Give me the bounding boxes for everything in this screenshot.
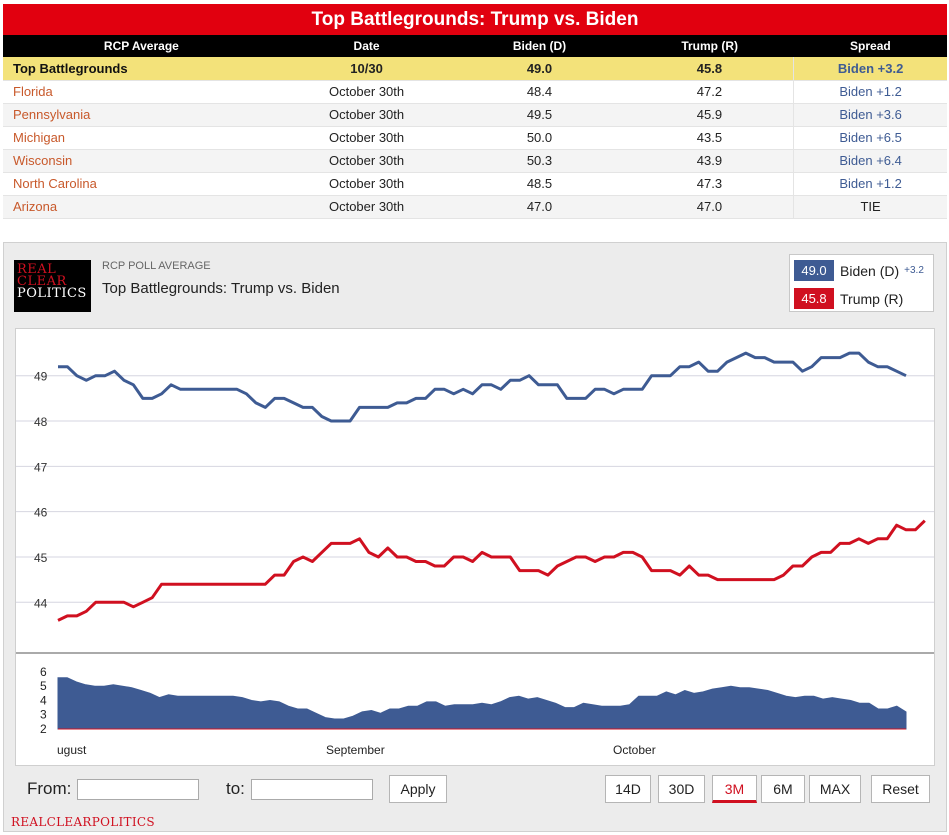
row-date: October 30th xyxy=(279,172,454,196)
chart-subtitle: RCP POLL AVERAGE xyxy=(102,260,211,272)
row-spread: TIE xyxy=(793,195,947,219)
state-link-florida[interactable]: Florida xyxy=(3,80,280,104)
table-row: Wisconsin October 30th 50.3 43.9 Biden +… xyxy=(3,149,947,173)
row-date: October 30th xyxy=(279,149,454,173)
col-header-biden: Biden (D) xyxy=(453,35,626,57)
row-date: October 30th xyxy=(279,103,454,127)
x-tick-label: October xyxy=(613,743,656,757)
logo-line-real: REAL xyxy=(17,262,57,277)
table-row: North Carolina October 30th 48.5 47.3 Bi… xyxy=(3,172,947,196)
legend-trump-label: Trump (R) xyxy=(840,290,904,307)
table-header-row: RCP Average Date Biden (D) Trump (R) Spr… xyxy=(3,35,947,57)
polling-table: Top Battlegrounds: Trump vs. Biden RCP A… xyxy=(3,4,947,219)
navigator-tick-label: 3 xyxy=(40,708,47,722)
legend-biden-spread: +3.2 xyxy=(904,265,924,276)
from-date-input[interactable] xyxy=(77,779,199,800)
row-biden: 48.4 xyxy=(453,80,626,104)
row-spread: Biden +1.2 xyxy=(793,172,947,196)
row-date: October 30th xyxy=(279,195,454,219)
table-row: Florida October 30th 48.4 47.2 Biden +1.… xyxy=(3,80,947,104)
row-date: October 30th xyxy=(279,80,454,104)
y-tick-label: 49 xyxy=(34,370,48,384)
y-tick-label: 47 xyxy=(34,460,48,474)
navigator-tick-label: 5 xyxy=(40,679,47,693)
table-row: Arizona October 30th 47.0 47.0 TIE xyxy=(3,195,947,219)
apply-button[interactable]: Apply xyxy=(389,775,447,803)
reset-button[interactable]: Reset xyxy=(871,775,930,803)
table-title: Top Battlegrounds: Trump vs. Biden xyxy=(3,4,947,35)
row-trump: 47.3 xyxy=(625,172,794,196)
legend-item-trump[interactable]: 45.8 Trump (R) xyxy=(794,288,903,309)
row-trump: 45.9 xyxy=(625,103,794,127)
range-max-button[interactable]: MAX xyxy=(809,775,861,803)
row-trump: 47.0 xyxy=(625,195,794,219)
row-trump: 43.9 xyxy=(625,149,794,173)
trump-series-line xyxy=(57,519,926,622)
legend-biden-label: Biden (D) xyxy=(840,262,900,279)
chart-title: Top Battlegrounds: Trump vs. Biden xyxy=(102,280,340,297)
polls-table: RCP Average Date Biden (D) Trump (R) Spr… xyxy=(3,35,947,219)
col-header-trump: Trump (R) xyxy=(625,35,794,57)
navigator-tick-label: 4 xyxy=(40,693,47,707)
to-date-input[interactable] xyxy=(251,779,373,800)
col-header-date: Date xyxy=(279,35,454,57)
state-link-north-carolina[interactable]: North Carolina xyxy=(3,172,280,196)
range-14d-button[interactable]: 14D xyxy=(605,775,651,803)
state-link-pennsylvania[interactable]: Pennsylvania xyxy=(3,103,280,127)
x-tick-label: September xyxy=(326,743,385,757)
row-trump: 47.2 xyxy=(625,80,794,104)
row-trump: 45.8 xyxy=(625,57,794,81)
row-biden: 50.0 xyxy=(453,126,626,150)
to-label: to: xyxy=(226,779,245,798)
chart-legend: 49.0 Biden (D) +3.2 45.8 Trump (R) xyxy=(789,254,934,312)
table-row-average: Top Battlegrounds 10/30 49.0 45.8 Biden … xyxy=(3,57,947,81)
table-row: Pennsylvania October 30th 49.5 45.9 Bide… xyxy=(3,103,947,127)
table-row: Michigan October 30th 50.0 43.5 Biden +6… xyxy=(3,126,947,150)
row-trump: 43.5 xyxy=(625,126,794,150)
navigator-area xyxy=(57,677,907,730)
row-biden: 49.5 xyxy=(453,103,626,127)
legend-trump-value: 45.8 xyxy=(794,288,834,309)
col-header-rcp-average: RCP Average xyxy=(3,35,280,57)
logo-line-clear: CLEAR xyxy=(17,274,67,289)
range-3m-button[interactable]: 3M xyxy=(712,775,757,803)
footer-brand-link[interactable]: REALCLEARPOLITICS xyxy=(11,815,155,829)
y-tick-label: 46 xyxy=(34,506,48,520)
row-biden: 49.0 xyxy=(453,57,626,81)
state-link-wisconsin[interactable]: Wisconsin xyxy=(3,149,280,173)
rcp-logo[interactable]: REAL CLEAR POLITICS xyxy=(14,260,91,312)
row-date: October 30th xyxy=(279,126,454,150)
range-30d-button[interactable]: 30D xyxy=(658,775,705,803)
row-spread: Biden +1.2 xyxy=(793,80,947,104)
date-range-controls: From: to: Apply 14D 30D 3M 6M MAX Reset xyxy=(15,770,935,810)
row-spread: Biden +3.2 xyxy=(793,57,947,81)
y-tick-label: 44 xyxy=(34,596,48,610)
navigator-tick-label: 6 xyxy=(40,665,47,679)
row-spread: Biden +6.5 xyxy=(793,126,947,150)
row-biden: 48.5 xyxy=(453,172,626,196)
x-tick-label: ugust xyxy=(57,743,87,757)
logo-line-politics: POLITICS xyxy=(17,286,87,301)
state-link-michigan[interactable]: Michigan xyxy=(3,126,280,150)
chart-panel: REAL CLEAR POLITICS RCP POLL AVERAGE Top… xyxy=(3,242,947,832)
state-link-arizona[interactable]: Arizona xyxy=(3,195,280,219)
legend-biden-value: 49.0 xyxy=(794,260,834,281)
row-spread: Biden +6.4 xyxy=(793,149,947,173)
navigator-tick-label: 2 xyxy=(40,722,47,736)
biden-series-line xyxy=(58,351,907,423)
y-tick-label: 48 xyxy=(34,415,48,429)
col-header-spread: Spread xyxy=(793,35,947,57)
range-6m-button[interactable]: 6M xyxy=(761,775,805,803)
y-tick-label: 45 xyxy=(34,551,48,565)
row-name: Top Battlegrounds xyxy=(3,57,280,81)
row-date: 10/30 xyxy=(279,57,454,81)
legend-item-biden[interactable]: 49.0 Biden (D) +3.2 xyxy=(794,260,924,281)
row-biden: 50.3 xyxy=(453,149,626,173)
plot-area[interactable]: 44 45 46 47 48 49 2 3 4 5 6 ugust September October xyxy=(15,328,935,766)
row-spread: Biden +3.6 xyxy=(793,103,947,127)
from-label: From: xyxy=(27,779,72,798)
row-biden: 47.0 xyxy=(453,195,626,219)
